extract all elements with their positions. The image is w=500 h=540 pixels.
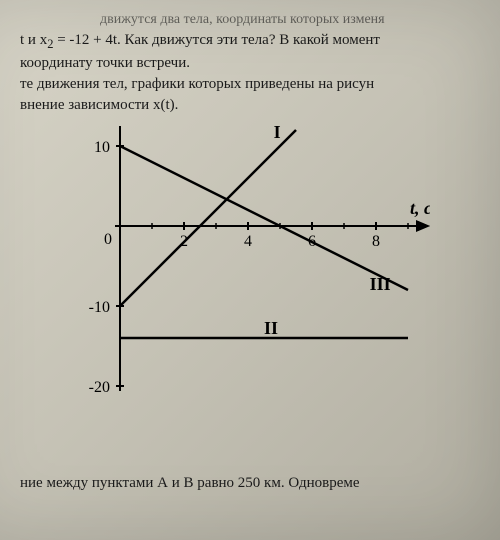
svg-text:II: II xyxy=(264,318,278,338)
svg-text:III: III xyxy=(370,274,391,294)
svg-text:8: 8 xyxy=(372,233,380,250)
line-3: те движения тел, графики которых приведе… xyxy=(20,74,470,95)
svg-text:t, c: t, c xyxy=(410,198,430,218)
line-4: внение зависимости x(t). xyxy=(20,95,470,116)
problem-text: движутся два тела, координаты которых из… xyxy=(20,10,470,116)
svg-text:0: 0 xyxy=(104,231,112,248)
svg-text:I: I xyxy=(274,126,281,142)
line-1: t и x2 = -12 + 4t. Как движутся эти тела… xyxy=(20,30,470,54)
svg-text:-10: -10 xyxy=(89,299,110,316)
svg-text:10: 10 xyxy=(94,139,110,156)
svg-text:4: 4 xyxy=(244,233,252,250)
line-2: координату точки встречи. xyxy=(20,53,470,74)
bottom-text: ние между пунктами А и В равно 250 км. О… xyxy=(20,475,480,492)
chart-svg: 2468-20-10100x, мt, cIIIIII xyxy=(60,126,430,396)
svg-text:-20: -20 xyxy=(89,379,110,396)
xt-chart: 2468-20-10100x, мt, cIIIIII xyxy=(60,126,470,401)
page-scan: движутся два тела, координаты которых из… xyxy=(0,0,500,540)
line-0: движутся два тела, координаты которых из… xyxy=(100,10,470,30)
